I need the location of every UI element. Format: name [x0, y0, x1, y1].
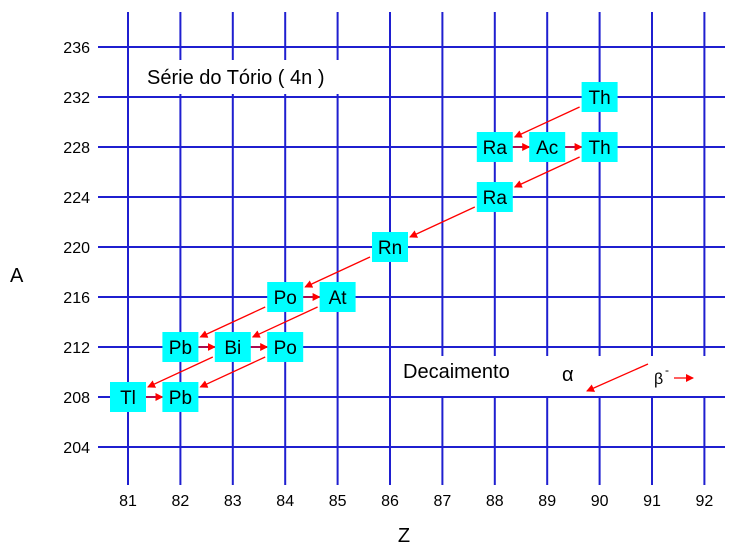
nuclide-tl208: Tl	[110, 382, 146, 412]
nuclide-box	[476, 182, 513, 212]
y-tick-label: 232	[63, 90, 90, 107]
y-tick-label: 216	[63, 290, 90, 307]
nuclide-box	[319, 282, 356, 312]
nuclide-box	[476, 132, 513, 162]
x-tick-label: 87	[434, 493, 452, 510]
x-tick-label: 91	[643, 493, 661, 510]
y-tick-label: 224	[63, 190, 90, 207]
x-tick-label: 92	[696, 493, 714, 510]
nuclide-po216: Po	[267, 282, 304, 312]
nuclide-box	[214, 332, 251, 362]
nuclide-bi212: Bi	[214, 332, 251, 362]
x-axis-label: Z	[398, 525, 410, 547]
nuclide-symbol: Ac	[536, 138, 558, 159]
x-tick-label: 85	[329, 493, 347, 510]
nuclide-box	[162, 382, 199, 412]
nuclide-box	[267, 332, 304, 362]
nuclide-po212: Po	[267, 332, 304, 362]
nuclide-rn220: Rn	[372, 232, 408, 262]
y-tick-label: 236	[63, 40, 90, 57]
nuclide-symbol: Ra	[483, 138, 508, 159]
nuclide-symbol: Tl	[120, 388, 136, 409]
legend: Decaimento α β -	[398, 356, 710, 396]
x-tick-label: 84	[276, 493, 294, 510]
alpha-decay-arrow	[199, 306, 266, 338]
nuclide-pb208: Pb	[162, 382, 199, 412]
decay-arrows	[146, 106, 583, 401]
legend-alpha-arrow	[586, 363, 649, 392]
nuclide-th228: Th	[581, 132, 618, 162]
alpha-decay-arrow	[304, 256, 371, 288]
y-tick-label: 212	[63, 340, 90, 357]
nuclide-ac228: Ac	[529, 132, 566, 162]
nuclide-symbol: Th	[589, 88, 611, 109]
nuclide-box	[110, 382, 146, 412]
nuclide-box	[581, 132, 618, 162]
alpha-decay-arrow	[199, 356, 266, 388]
legend-label: Decaimento	[403, 361, 510, 383]
nuclide-th232: Th	[581, 82, 618, 112]
x-tick-label: 90	[591, 493, 609, 510]
y-tick-label: 228	[63, 140, 90, 157]
nuclide-box	[581, 82, 618, 112]
nuclide-symbol: Th	[589, 138, 611, 159]
x-tick-label: 86	[381, 493, 399, 510]
chart-title: Série do Tório ( 4n )	[147, 67, 325, 89]
y-axis-label: A	[10, 265, 24, 287]
nuclides: Th Ra Ac Th Ra Rn Po At Pb Bi Po Tl Pb	[110, 82, 618, 412]
alpha-decay-arrow	[147, 356, 214, 388]
nuclide-ra228: Ra	[476, 132, 513, 162]
nuclide-at216: At	[319, 282, 356, 312]
title-background	[138, 60, 388, 94]
nuclide-box	[162, 332, 199, 362]
nuclide-box	[372, 232, 408, 262]
alpha-decay-arrow	[513, 156, 580, 188]
alpha-decay-arrow	[251, 306, 318, 338]
tick-labels: 81 82 83 84 85 86 87 88 89 90 91 92 236 232 228 224 220 2…	[63, 40, 713, 510]
nuclide-symbol: Po	[274, 288, 297, 309]
alpha-decay-arrow	[409, 206, 476, 238]
x-tick-label: 82	[172, 493, 190, 510]
nuclide-pb212: Pb	[162, 332, 199, 362]
y-tick-label: 220	[63, 240, 90, 257]
nuclide-box	[267, 282, 304, 312]
nuclide-symbol: Ra	[483, 188, 508, 209]
x-tick-label: 83	[224, 493, 242, 510]
nuclide-symbol: Pb	[169, 338, 192, 359]
nuclide-symbol: Pb	[169, 388, 192, 409]
legend-beta-symbol: β	[654, 371, 663, 388]
x-tick-label: 88	[486, 493, 504, 510]
nuclide-symbol: Rn	[378, 238, 402, 259]
nuclide-box	[529, 132, 566, 162]
nuclide-symbol: Po	[274, 338, 297, 359]
y-tick-label: 208	[63, 390, 90, 407]
grid	[98, 12, 725, 485]
y-tick-label: 204	[63, 440, 90, 457]
x-tick-label: 89	[538, 493, 556, 510]
nuclide-symbol: Bi	[224, 338, 241, 359]
x-tick-label: 81	[119, 493, 137, 510]
alpha-decay-arrow	[513, 106, 580, 138]
legend-background	[398, 356, 710, 396]
nuclide-ra224: Ra	[476, 182, 513, 212]
legend-alpha-symbol: α	[562, 364, 574, 386]
legend-beta-superscript: -	[665, 363, 669, 377]
nuclide-symbol: At	[329, 288, 348, 309]
